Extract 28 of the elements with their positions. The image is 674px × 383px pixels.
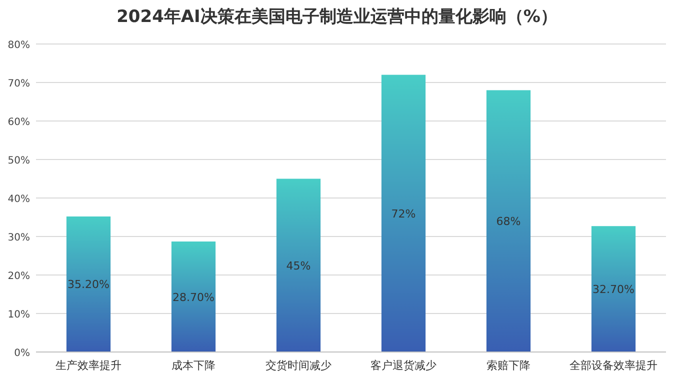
data-label: 32.70% [592,283,634,296]
y-tick-label: 10% [8,310,30,320]
y-tick-label: 60% [8,117,30,128]
y-tick-label: 0% [14,348,30,359]
data-label: 28.70% [172,290,214,304]
data-label: 35.20% [68,278,110,292]
data-label: 45% [286,259,311,272]
x-tick-label: 索赔下降 [486,359,530,372]
data-label: 72% [391,207,416,220]
bar [381,74,426,352]
bar [591,226,636,352]
x-tick-label: 交货时间减少 [266,359,332,372]
bar [66,216,111,352]
x-tick-label: 成本下降 [172,359,216,372]
chart-title: 2024年AI决策在美国电子制造业运营中的量化影响（%） [116,7,558,27]
bar [486,90,531,352]
y-tick-label: 30% [8,232,30,244]
y-tick-label: 20% [8,271,30,282]
y-tick-label: 40% [8,194,30,205]
bar [276,178,321,352]
x-tick-label: 全部设备效率提升 [570,359,658,372]
x-tick-label: 生产效率提升 [56,359,122,372]
data-label: 68% [496,215,521,228]
y-tick-label: 70% [8,78,30,90]
y-tick-label: 80% [8,40,30,51]
x-tick-label: 客户退货减少 [370,359,436,372]
y-tick-label: 50% [8,156,30,166]
bar [171,242,216,352]
